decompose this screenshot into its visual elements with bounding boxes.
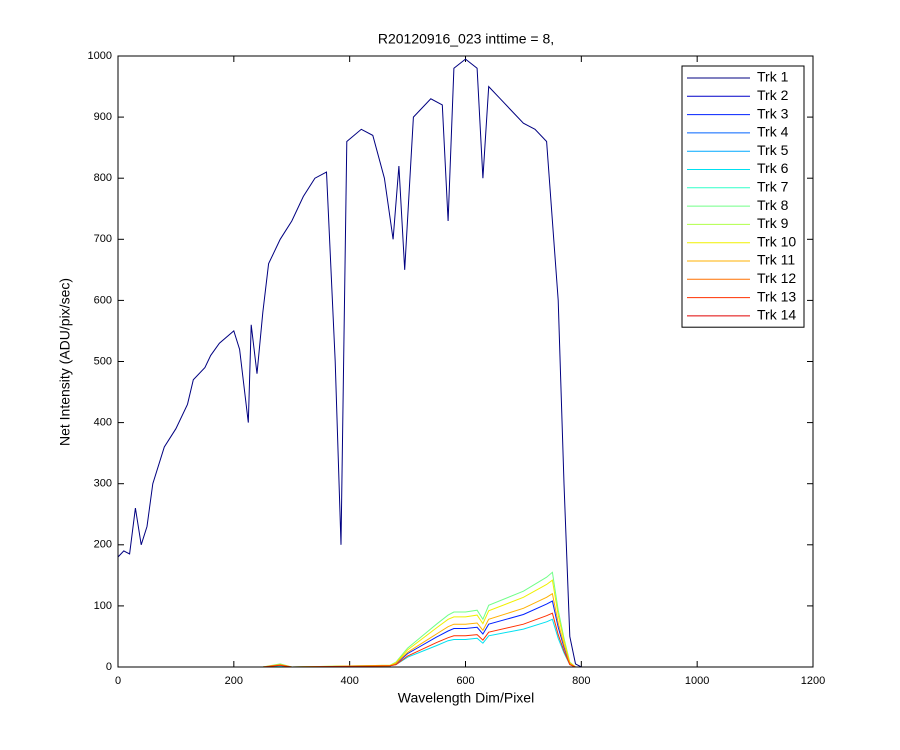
y-tick-label: 500	[94, 355, 112, 367]
legend-label: Trk 10	[757, 233, 796, 249]
legend-label: Trk 1	[757, 69, 789, 85]
y-tick-label: 600	[94, 294, 112, 306]
axes-box	[117, 55, 814, 668]
y-tick-label: 900	[94, 111, 112, 123]
legend-box	[681, 65, 805, 328]
x-tick-label: 800	[572, 675, 590, 687]
legend-label: Trk 2	[757, 87, 789, 103]
y-tick-label: 1000	[88, 50, 112, 62]
legend-label: Trk 14	[757, 307, 796, 323]
legend-label: Trk 9	[757, 215, 789, 231]
chart-title: R20120916_023 inttime = 8,	[378, 31, 554, 47]
x-axis-label: Wavelength Dim/Pixel	[398, 690, 534, 706]
legend-label: Trk 3	[757, 105, 789, 121]
y-tick-label: 300	[94, 478, 112, 490]
legend-label: Trk 8	[757, 197, 789, 213]
y-tick-label: 200	[94, 539, 112, 551]
series-line	[118, 612, 711, 668]
series-line	[117, 58, 711, 668]
legend-label: Trk 5	[757, 142, 789, 158]
x-tick-label: 1000	[685, 675, 709, 687]
y-tick-label: 800	[94, 172, 112, 184]
x-tick-label: 200	[225, 675, 243, 687]
legend-label: Trk 13	[757, 288, 796, 304]
x-tick-label: 1200	[801, 675, 825, 687]
y-tick-label: 0	[106, 661, 112, 673]
y-tick-label: 400	[94, 417, 112, 429]
legend-label: Trk 6	[757, 160, 789, 176]
legend-label: Trk 4	[757, 124, 789, 140]
x-tick-label: 0	[115, 675, 121, 687]
legend-label: Trk 11	[757, 252, 795, 268]
y-tick-label: 100	[94, 600, 112, 612]
legend-label: Trk 7	[757, 179, 789, 195]
x-tick-label: 600	[456, 675, 474, 687]
y-tick-label: 700	[94, 233, 112, 245]
legend-label: Trk 12	[757, 270, 796, 286]
y-axis-label: Net Intensity (ADU/pix/sec)	[57, 278, 73, 446]
x-tick-label: 400	[340, 675, 358, 687]
